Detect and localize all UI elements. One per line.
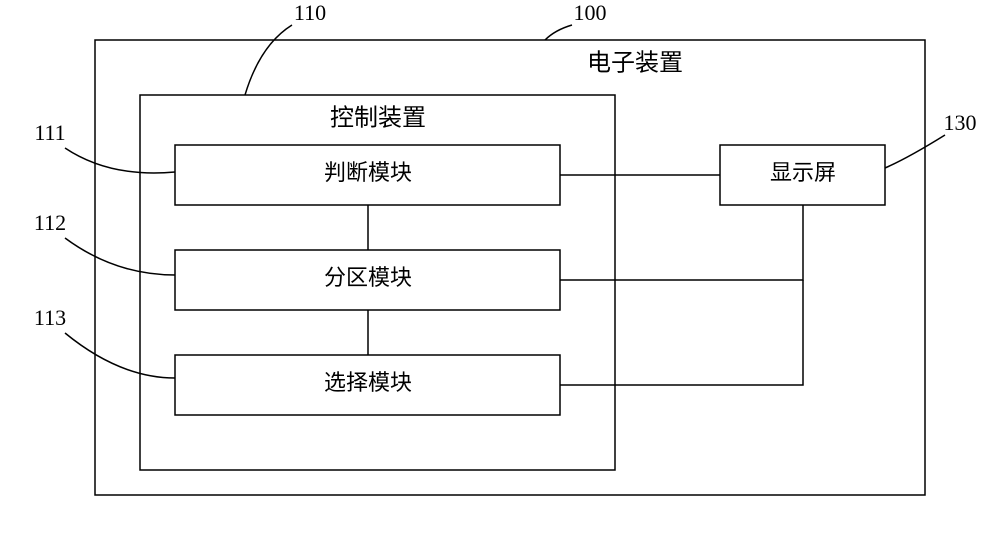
callout-130: 130: [944, 110, 977, 135]
block-diagram: 电子装置控制装置判断模块分区模块选择模块 显示屏 100 110 111 112 113 13…: [0, 0, 1000, 533]
callout-111: 111: [34, 120, 65, 145]
display-title: 显示屏: [770, 160, 836, 185]
select-title: 选择模块: [324, 370, 412, 395]
callout-line-100: [545, 25, 572, 40]
zone-title: 分区模块: [324, 265, 412, 290]
outer-title: 电子装置: [587, 50, 683, 77]
callout-113: 113: [34, 305, 66, 330]
callout-100: 100: [574, 0, 607, 25]
callout-112: 112: [34, 210, 66, 235]
judge-title: 判断模块: [324, 160, 412, 185]
control-title: 控制装置: [330, 105, 426, 132]
callout-110: 110: [294, 0, 326, 25]
